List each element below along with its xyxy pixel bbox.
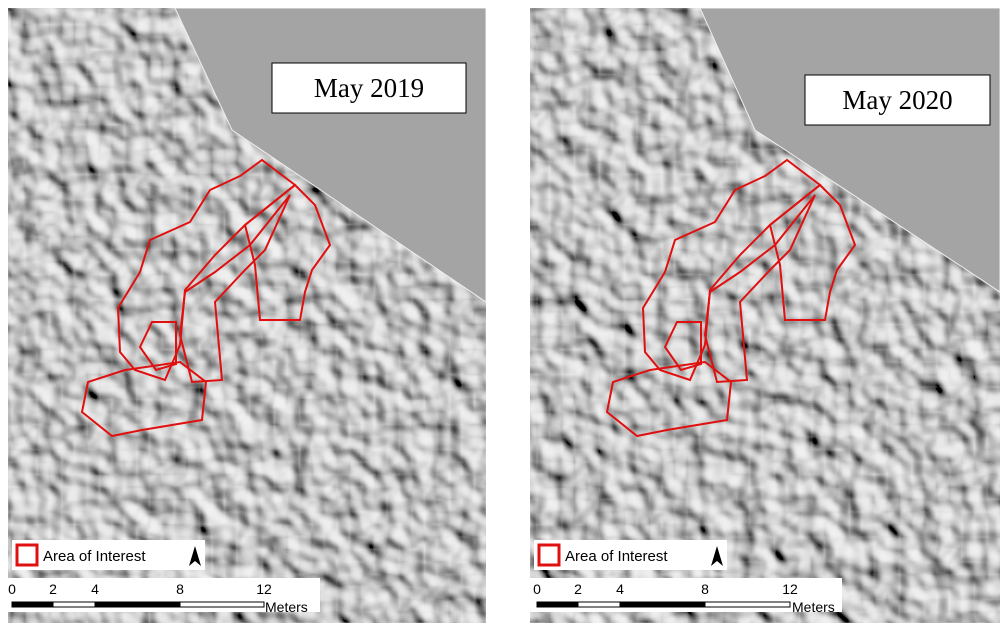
scale-label: 2 bbox=[49, 581, 57, 597]
scale-label: 8 bbox=[176, 581, 184, 597]
scale-segment bbox=[180, 602, 264, 607]
map-figure: May 2019 Area of Interest 0 2 4 8 12 Meters May … bbox=[0, 0, 1000, 623]
scale-label: 0 bbox=[533, 581, 541, 597]
page: May 2019 Area of Interest 0 2 4 8 12 Meters May … bbox=[0, 0, 1000, 623]
legend-label: Area of Interest bbox=[43, 548, 146, 565]
scale-label: 2 bbox=[574, 581, 582, 597]
scale-label: 0 bbox=[8, 581, 16, 597]
scale-label: 12 bbox=[782, 581, 798, 597]
scale-segment bbox=[12, 602, 53, 607]
scale-segment bbox=[705, 602, 790, 607]
scale-segment bbox=[53, 602, 95, 607]
scale-unit: Meters bbox=[792, 599, 835, 615]
scale-label: 4 bbox=[616, 581, 624, 597]
scale-segment bbox=[620, 602, 705, 607]
date-label: May 2020 bbox=[842, 85, 952, 115]
scale-unit: Meters bbox=[265, 599, 308, 615]
date-label: May 2019 bbox=[314, 73, 424, 103]
scale-segment bbox=[578, 602, 620, 607]
scale-segment bbox=[537, 602, 578, 607]
scale-label: 12 bbox=[256, 581, 272, 597]
legend-label: Area of Interest bbox=[565, 548, 668, 565]
scale-segment bbox=[95, 602, 180, 607]
scale-label: 8 bbox=[701, 581, 709, 597]
scale-label: 4 bbox=[91, 581, 99, 597]
